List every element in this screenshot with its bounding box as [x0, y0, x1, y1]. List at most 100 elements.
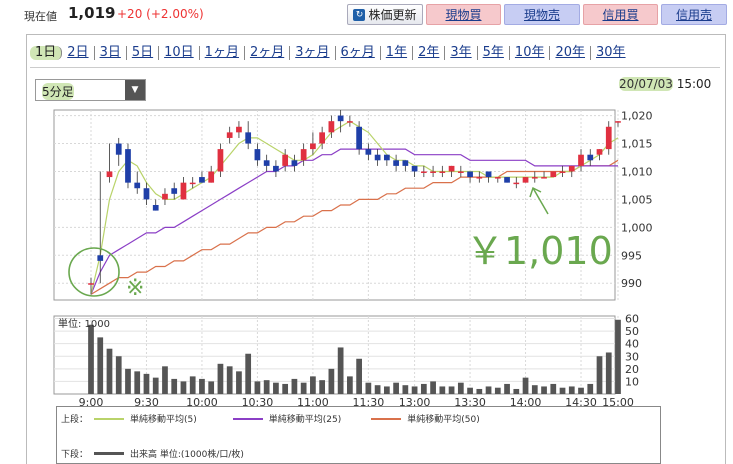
volume-bar-27: [337, 347, 344, 394]
refresh-price-button[interactable]: ↻ 株価更新: [347, 4, 423, 25]
volume-bar-49: [541, 386, 547, 394]
price-tick-2: 1,010: [621, 165, 653, 178]
candle-26: [328, 121, 335, 133]
chevron-down-icon[interactable]: ▼: [125, 80, 145, 100]
candle-42: [476, 177, 483, 179]
volume-bar-6: [143, 373, 150, 394]
volume-bar-26: [328, 368, 335, 394]
volume-bar-15: [226, 366, 233, 394]
legend-swatch-volume: [94, 452, 125, 455]
time-tick-10: 15:00: [602, 396, 634, 409]
legend-swatch-ma5: [94, 417, 125, 420]
time-tick-4: 11:00: [297, 396, 329, 409]
candle-6: [143, 188, 150, 200]
volume-bar-24: [310, 376, 316, 394]
candle-15: [226, 132, 233, 138]
candle-56: [605, 126, 612, 150]
volume-tick-5: 10: [625, 375, 639, 388]
tab-10[interactable]: 2年: [413, 46, 446, 60]
volume-bar-20: [273, 382, 279, 394]
note-mark: ※: [126, 276, 145, 301]
tab-2[interactable]: 3日: [95, 46, 127, 60]
candle-29: [356, 126, 362, 150]
volume-bar-45: [504, 383, 510, 394]
legend-swatch-ma50: [371, 417, 402, 420]
tab-4[interactable]: 10日: [159, 46, 200, 60]
candle-25: [319, 132, 326, 144]
margin-buy-button[interactable]: 信用買: [583, 4, 658, 25]
tab-8[interactable]: 6ヶ月: [336, 46, 381, 60]
ma5-line: [90, 120, 619, 295]
volume-tick-2: 40: [625, 338, 639, 351]
volume-bar-12: [199, 378, 205, 394]
volume-bar-19: [263, 380, 270, 394]
price-tick-5: 995: [621, 249, 642, 262]
circle-annotation: [68, 247, 120, 297]
tab-11[interactable]: 3年: [445, 46, 478, 60]
tab-7[interactable]: 3ヶ月: [290, 46, 336, 60]
candle-38: [439, 171, 446, 173]
volume-bar-57: [615, 319, 621, 394]
tab-12[interactable]: 5年: [478, 46, 510, 60]
legend-volume: 出来高 単位:(1000株/口/枚): [130, 450, 244, 460]
volume-bar-2: [106, 348, 113, 394]
candle-31: [374, 154, 381, 161]
volume-tick-4: 20: [625, 363, 639, 376]
candle-23: [300, 149, 307, 161]
tab-6[interactable]: 2ヶ月: [245, 46, 291, 60]
candle-53: [578, 154, 584, 166]
volume-bar-52: [568, 386, 575, 394]
legend-ma50: 単純移動平均(50): [407, 415, 480, 425]
volume-bar-42: [476, 388, 483, 394]
candle-52: [568, 165, 575, 172]
volume-bar-5: [134, 371, 141, 394]
tab-13[interactable]: 10年: [510, 46, 551, 60]
volume-bar-56: [605, 352, 612, 394]
volume-bar-50: [550, 383, 557, 394]
volume-bar-18: [254, 381, 261, 394]
tab-1[interactable]: 2日: [62, 46, 95, 60]
candle-33: [393, 160, 399, 166]
cash-sell-button[interactable]: 現物売: [504, 4, 580, 25]
time-tick-2: 10:00: [186, 396, 218, 409]
tab-3[interactable]: 5日: [127, 46, 160, 60]
volume-bar-7: [152, 377, 159, 394]
candle-3: [115, 143, 122, 155]
interval-select[interactable]: 5分足 ▼: [35, 79, 146, 101]
price-tick-6: 990: [621, 277, 642, 290]
chart-legend: 上段： 単純移動平均(5) 単純移動平均(25) 単純移動平均(50) 下段： …: [56, 406, 661, 464]
margin-sell-button[interactable]: 信用売: [661, 4, 727, 25]
candle-5: [134, 182, 141, 189]
volume-bar-21: [282, 383, 289, 394]
volume-bar-29: [356, 358, 362, 394]
tab-15[interactable]: 30年: [596, 45, 626, 60]
volume-bar-25: [319, 380, 326, 394]
candle-48: [531, 177, 538, 179]
volume-bar-41: [467, 387, 473, 394]
tab-14[interactable]: 20年: [550, 46, 592, 60]
tab-0[interactable]: 1日: [30, 46, 63, 60]
time-tick-5: 11:30: [353, 396, 385, 409]
volume-bar-47: [522, 377, 529, 394]
refresh-icon: ↻: [353, 8, 366, 21]
volume-bar-40: [457, 382, 464, 394]
price-annotation: ￥1,010: [466, 229, 613, 273]
ma50-line: [90, 159, 619, 295]
chart-time-value: 15:00: [676, 77, 712, 91]
volume-bar-30: [365, 382, 372, 394]
candle-14: [217, 149, 224, 172]
candle-55: [596, 149, 603, 155]
volume-bar-33: [393, 382, 399, 394]
tab-5[interactable]: 1ヶ月: [200, 46, 245, 60]
candle-9: [171, 188, 178, 194]
volume-bar-10: [180, 381, 187, 394]
time-tick-1: 9:30: [134, 396, 159, 409]
candle-12: [199, 177, 205, 183]
cash-buy-button[interactable]: 現物買: [426, 4, 501, 25]
tab-9[interactable]: 1年: [381, 46, 414, 60]
volume-bar-55: [596, 356, 603, 394]
tab-divider: [30, 67, 720, 68]
volume-bar-44: [494, 387, 501, 394]
candle-43: [485, 171, 492, 178]
